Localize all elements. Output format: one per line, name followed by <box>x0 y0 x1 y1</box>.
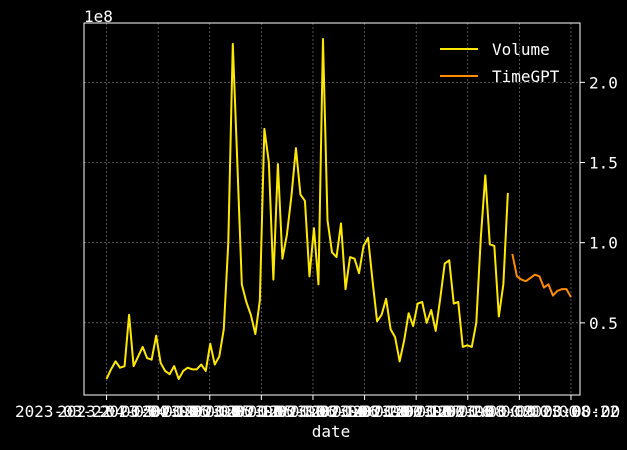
plot-frame <box>83 22 581 396</box>
x-tick-label: 2023-07-26 00:00:00 <box>395 402 578 421</box>
x-tick-label: 2023-07-12 00:00:00 <box>353 402 536 421</box>
legend: Volume TimeGPT <box>440 40 560 86</box>
y-offset-label: 1e8 <box>84 7 113 26</box>
y-tick-label: 1.5 <box>589 154 618 173</box>
x-tick-label: 2023-05-03 00:00:00 <box>142 402 325 421</box>
x-tick-label: 2023-05-17 00:00:00 <box>184 402 367 421</box>
x-tick-label: 2023-06-28 00:00:00 <box>311 402 494 421</box>
x-tick-label: 2023-08-09 00:00:00 <box>437 402 620 421</box>
x-tick-label: 2023-04-19 00:00:00 <box>99 402 282 421</box>
y-tick-label: 1.0 <box>589 234 618 253</box>
legend-label-timegpt: TimeGPT <box>492 67 560 86</box>
x-tick-label: 2023-06-14 00:00:00 <box>268 402 451 421</box>
axes <box>83 22 585 400</box>
y-tick-label: 0.5 <box>589 314 618 333</box>
x-tick-label: 2023-03-22 00:00:00 <box>15 402 198 421</box>
x-tick-label: 2023-05-31 00:00:00 <box>226 402 409 421</box>
y-tick-label: 2.0 <box>589 73 618 92</box>
series-line-timegpt <box>511 253 572 298</box>
grid <box>84 23 580 395</box>
x-axis-label: date <box>312 422 351 441</box>
series-line-volume <box>105 38 509 380</box>
x-tick-label: 2023-08-22 <box>523 402 619 421</box>
legend-label-volume: Volume <box>492 40 550 59</box>
x-tick-label: 2023-04-05 00:00:00 <box>57 402 240 421</box>
series-lines <box>105 38 572 380</box>
